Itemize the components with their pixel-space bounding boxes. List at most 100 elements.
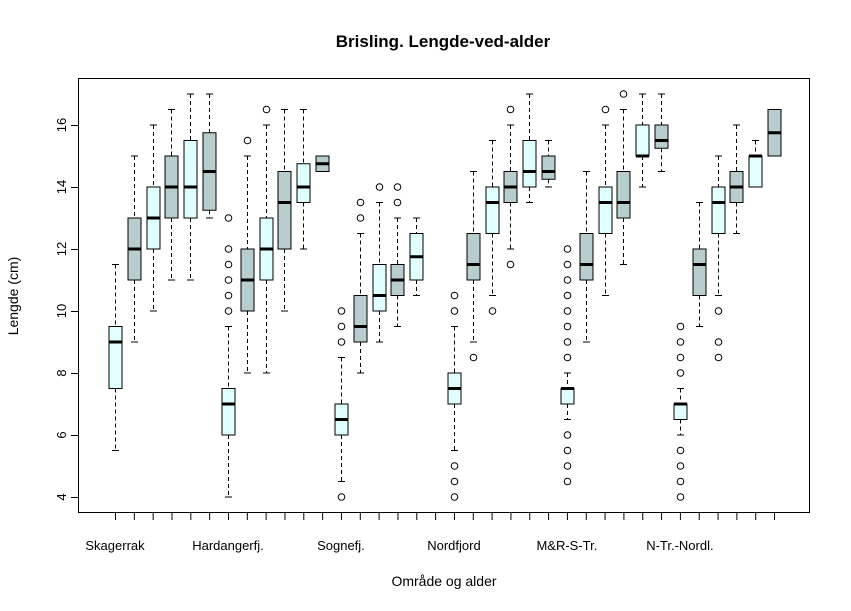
- outlier-point: [563, 245, 572, 253]
- box-iqr: [711, 186, 726, 234]
- box-iqr: [654, 124, 669, 149]
- outlier-point: [563, 431, 572, 439]
- box-4: [164, 109, 179, 281]
- outlier-point: [563, 338, 572, 346]
- box-32: [692, 202, 707, 327]
- outlier-point: [676, 338, 685, 346]
- box-28: [616, 90, 631, 265]
- box-33: [711, 155, 726, 362]
- y-tick-label: 6: [54, 431, 69, 438]
- outlier-point: [563, 353, 572, 362]
- y-tick-label: 14: [54, 180, 69, 194]
- y-tick-label: 8: [54, 369, 69, 376]
- outlier-point: [563, 291, 572, 300]
- outlier-point: [450, 291, 459, 300]
- box-23: [522, 93, 537, 203]
- box-15: [372, 183, 387, 343]
- box-3: [146, 124, 161, 312]
- box-30: [654, 93, 669, 172]
- outlier-point: [450, 462, 459, 470]
- outlier-point: [563, 477, 572, 486]
- box-10: [277, 109, 292, 312]
- box-17: [409, 217, 424, 296]
- box-iqr: [673, 403, 688, 420]
- outlier-point: [714, 307, 723, 315]
- outlier-point: [224, 276, 233, 284]
- box-27: [598, 105, 613, 296]
- box-iqr: [598, 186, 613, 234]
- y-tick-label: 4: [54, 493, 69, 500]
- outlier-point: [714, 353, 723, 362]
- outlier-point: [450, 477, 459, 486]
- outlier-point: [469, 353, 478, 362]
- outlier-point: [619, 90, 628, 98]
- box-iqr: [183, 140, 198, 219]
- outlier-point: [563, 260, 572, 269]
- x-group-label: Hardangerfj.: [192, 538, 264, 553]
- box-iqr: [353, 295, 368, 343]
- outlier-point: [676, 462, 685, 470]
- box-iqr: [560, 388, 575, 405]
- outlier-point: [676, 369, 685, 377]
- chart-title: Brisling. Lengde-ved-alder: [336, 32, 551, 51]
- outlier-point: [375, 183, 384, 191]
- x-group-label: N-Tr.-Nordl.: [646, 538, 713, 553]
- outlier-point: [393, 198, 402, 207]
- box-13: [334, 307, 349, 501]
- outlier-point: [243, 136, 252, 145]
- box-25: [560, 245, 575, 486]
- outlier-point: [393, 183, 402, 191]
- x-group-label: Nordfjord: [427, 538, 480, 553]
- outlier-point: [506, 260, 515, 269]
- box-iqr: [635, 124, 650, 157]
- outlier-point: [714, 338, 723, 346]
- outlier-point: [224, 307, 233, 315]
- outlier-point: [563, 462, 572, 470]
- box-2: [127, 155, 142, 343]
- box-16: [390, 183, 405, 327]
- box-31: [673, 322, 688, 501]
- box-22: [503, 105, 518, 269]
- box-iqr: [485, 186, 500, 234]
- x-group-label: Skagerrak: [85, 538, 145, 553]
- box-12: [315, 155, 330, 172]
- outlier-point: [676, 493, 685, 501]
- y-axis-label: Lengde (cm): [5, 257, 21, 336]
- outlier-point: [262, 105, 271, 114]
- box-14: [353, 198, 368, 374]
- box-iqr: [108, 326, 123, 389]
- box-iqr: [372, 264, 387, 312]
- x-axis-label: Område og alder: [391, 573, 496, 589]
- box-iqr: [221, 388, 236, 436]
- outlier-point: [450, 307, 459, 315]
- outlier-point: [224, 245, 233, 253]
- box-iqr: [277, 171, 292, 250]
- outlier-point: [356, 198, 365, 207]
- box-iqr: [522, 140, 537, 188]
- outlier-point: [676, 446, 685, 455]
- outlier-point: [224, 260, 233, 269]
- box-8: [240, 136, 255, 374]
- box-29: [635, 93, 650, 188]
- y-axis: 4 6 8 10 12 14 16: [54, 118, 79, 501]
- outlier-point: [488, 307, 497, 315]
- outlier-point: [563, 446, 572, 455]
- boxes: [108, 90, 782, 501]
- box-iqr: [579, 233, 594, 281]
- box-34: [729, 124, 744, 234]
- y-tick-label: 10: [54, 304, 69, 318]
- outlier-point: [601, 105, 610, 114]
- outlier-point: [676, 353, 685, 362]
- box-21: [485, 140, 500, 315]
- outlier-point: [450, 493, 459, 501]
- box-1: [108, 264, 123, 451]
- outlier-point: [337, 307, 346, 315]
- box-24: [541, 140, 556, 188]
- box-26: [579, 171, 594, 343]
- box-iqr: [748, 155, 763, 188]
- outlier-point: [337, 322, 346, 331]
- box-iqr: [296, 163, 311, 203]
- outlier-point: [563, 307, 572, 315]
- outlier-point: [337, 338, 346, 346]
